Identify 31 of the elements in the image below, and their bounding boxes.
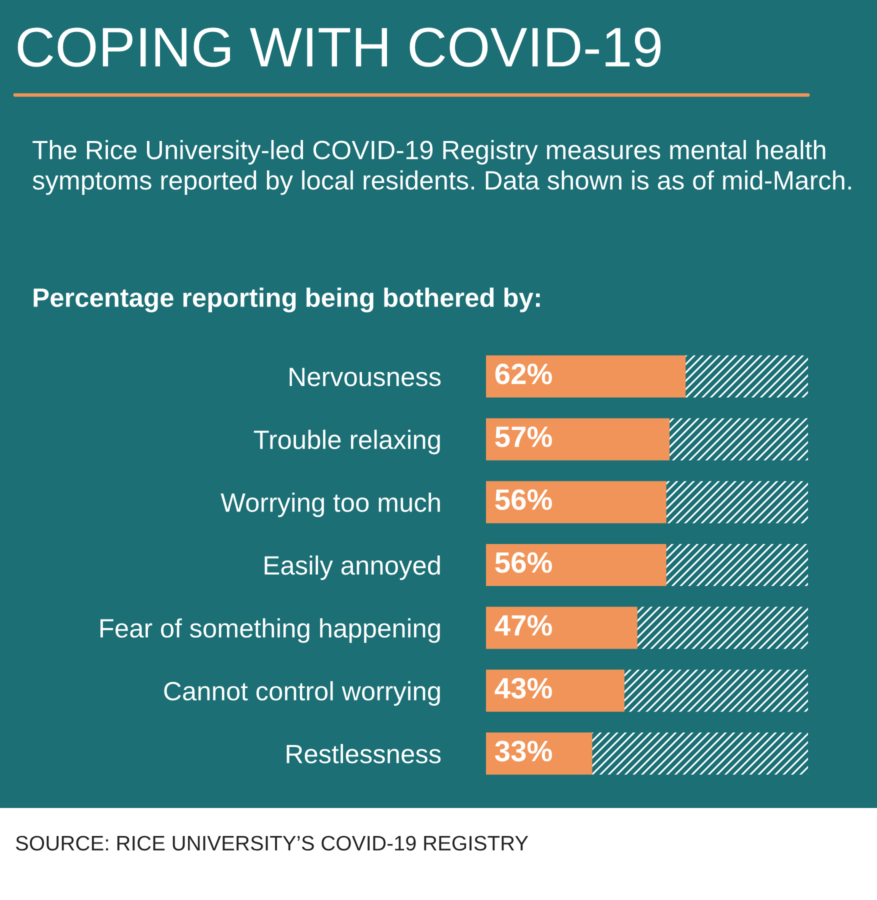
bar xyxy=(592,732,808,775)
y-tick-label: Fear of something happening xyxy=(100,618,440,643)
data-label: 47% xyxy=(494,615,552,636)
bar xyxy=(666,544,808,586)
y-tick-label: Easily annoyed xyxy=(264,555,440,580)
data-label: 33% xyxy=(495,740,552,762)
data-label: 43% xyxy=(494,678,552,699)
y-tick-label: Worrying too much xyxy=(220,492,440,518)
y-tick-label: Trouble relaxing xyxy=(254,430,440,454)
data-label: 62% xyxy=(495,364,552,384)
chart-title: COPING WITH COVID-19 xyxy=(18,28,661,67)
source-note: SOURCE: RICE UNIVERSITY’S COVID-19 REGISTRY xyxy=(16,836,528,851)
y-tick-label: Nervousness xyxy=(290,368,441,386)
bar xyxy=(666,481,808,524)
bar xyxy=(486,606,638,649)
bar xyxy=(486,481,666,524)
data-label: 57% xyxy=(495,426,552,448)
bar xyxy=(686,355,808,398)
y-tick-label: Restlessness xyxy=(286,744,441,764)
bar xyxy=(624,670,808,712)
text: Percentage reporting being bothered by: xyxy=(34,288,540,312)
y-tick-label: Cannot control worrying xyxy=(164,681,440,706)
bar xyxy=(670,418,808,460)
chart-subtitle: The Rice University-led COVID-19 Registry measures mental health symptoms reported by local residents. Data shown is as of mid-March. xyxy=(32,140,851,195)
bar xyxy=(486,670,624,712)
data-label: 56% xyxy=(495,552,552,573)
bar xyxy=(486,544,666,586)
bar xyxy=(486,355,686,398)
bar xyxy=(637,606,808,649)
data-label: 56% xyxy=(495,489,552,510)
bar xyxy=(486,418,670,460)
